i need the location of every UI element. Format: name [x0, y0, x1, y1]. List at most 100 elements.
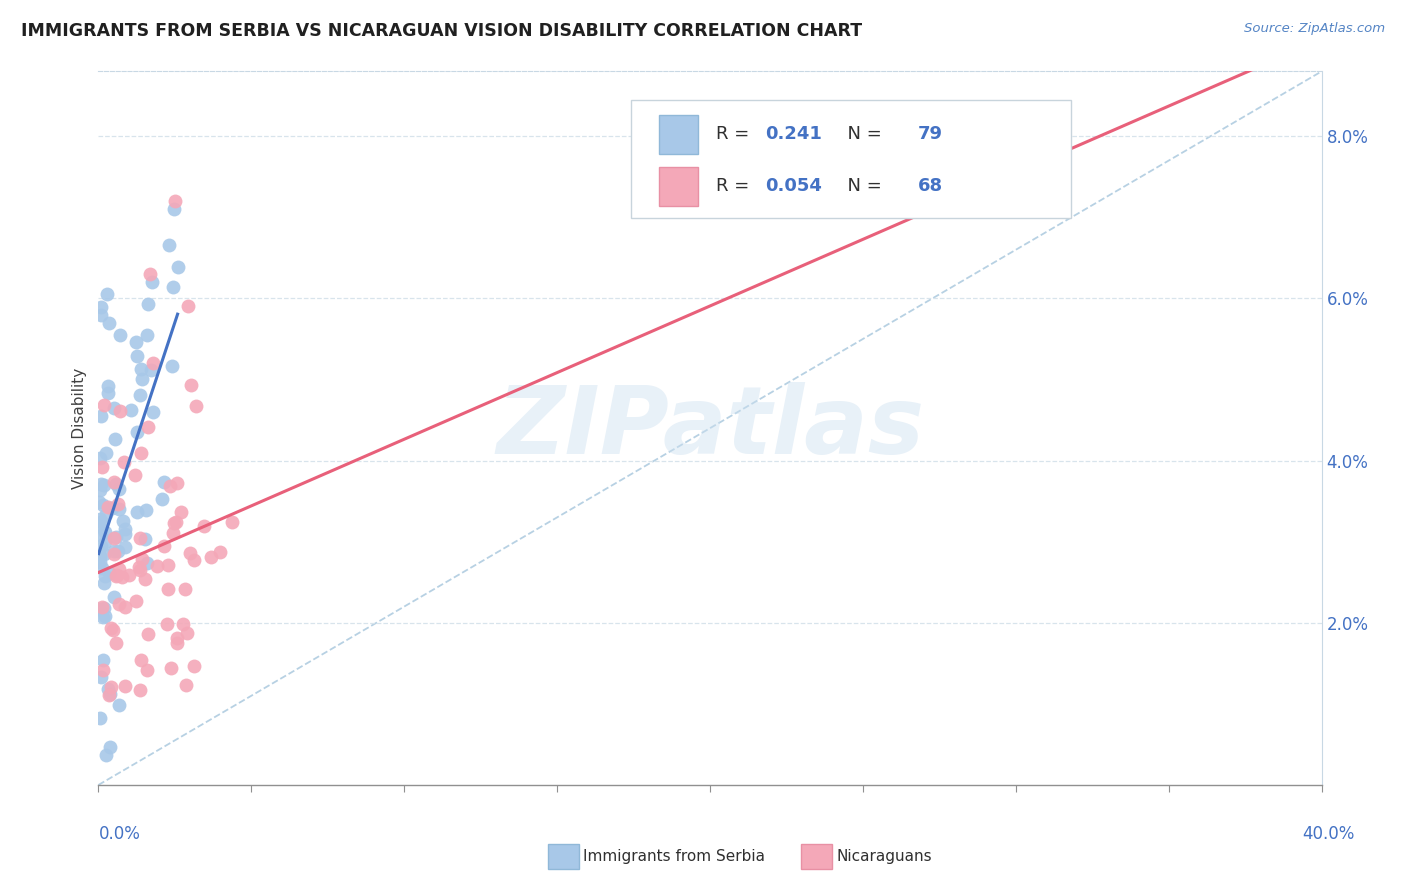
- Point: [127, 505, 149, 519]
- Point: [105, 530, 128, 544]
- Text: N =: N =: [837, 126, 887, 144]
- Text: 0.241: 0.241: [765, 126, 823, 144]
- Text: 0.054: 0.054: [765, 178, 823, 195]
- Point: [165, 515, 187, 529]
- Point: [108, 562, 131, 576]
- Point: [103, 547, 125, 561]
- Point: [170, 505, 193, 519]
- Text: Immigrants from Serbia: Immigrants from Serbia: [583, 849, 765, 863]
- Point: [94, 609, 117, 624]
- Point: [124, 334, 146, 349]
- Point: [221, 515, 243, 529]
- Point: [129, 446, 152, 460]
- Point: [129, 653, 152, 667]
- Point: [141, 363, 163, 377]
- Point: [103, 624, 125, 638]
- Point: [96, 681, 118, 696]
- Point: [134, 572, 156, 586]
- Point: [153, 539, 176, 553]
- Text: R =: R =: [716, 126, 755, 144]
- Point: [177, 300, 200, 314]
- Point: [114, 599, 136, 614]
- Point: [135, 328, 157, 343]
- Point: [89, 711, 111, 725]
- Text: IMMIGRANTS FROM SERBIA VS NICARAGUAN VISION DISABILITY CORRELATION CHART: IMMIGRANTS FROM SERBIA VS NICARAGUAN VIS…: [21, 22, 862, 40]
- Point: [108, 698, 131, 712]
- FancyBboxPatch shape: [630, 100, 1071, 218]
- Point: [104, 432, 127, 446]
- Point: [112, 454, 135, 468]
- Point: [166, 475, 188, 490]
- Point: [186, 399, 208, 413]
- Point: [91, 560, 114, 574]
- Point: [108, 328, 131, 343]
- Point: [128, 563, 150, 577]
- Point: [103, 590, 125, 604]
- Point: [107, 544, 129, 558]
- Point: [94, 747, 117, 762]
- Point: [94, 445, 117, 459]
- Point: [136, 420, 159, 434]
- Point: [117, 567, 139, 582]
- Point: [103, 401, 125, 416]
- Point: [93, 576, 115, 591]
- Point: [114, 527, 136, 541]
- Point: [93, 547, 115, 561]
- Point: [193, 519, 215, 533]
- Point: [94, 569, 117, 583]
- Text: 40.0%: 40.0%: [1302, 825, 1355, 843]
- Point: [142, 405, 165, 419]
- Point: [87, 494, 110, 508]
- Point: [90, 477, 112, 491]
- Point: [114, 522, 136, 536]
- Point: [108, 597, 131, 611]
- Point: [159, 479, 181, 493]
- Bar: [658, 167, 697, 206]
- Point: [129, 682, 152, 697]
- Point: [172, 617, 194, 632]
- Point: [200, 550, 222, 565]
- Point: [97, 316, 120, 330]
- Point: [129, 361, 152, 376]
- Point: [150, 491, 173, 506]
- Point: [90, 300, 112, 314]
- Text: N =: N =: [837, 178, 887, 195]
- Point: [100, 621, 122, 635]
- Point: [98, 740, 121, 755]
- Point: [136, 627, 159, 641]
- Point: [141, 275, 163, 289]
- Point: [93, 610, 115, 624]
- Point: [157, 582, 180, 596]
- Point: [91, 663, 114, 677]
- Point: [111, 515, 134, 529]
- Point: [104, 636, 127, 650]
- Point: [93, 398, 115, 412]
- Point: [180, 378, 202, 392]
- Point: [90, 409, 112, 423]
- Text: 68: 68: [918, 178, 943, 195]
- Point: [100, 681, 122, 695]
- Point: [174, 678, 197, 692]
- Point: [89, 512, 111, 526]
- Point: [93, 534, 115, 549]
- Point: [94, 507, 117, 521]
- Point: [107, 502, 129, 516]
- Point: [111, 570, 134, 584]
- Point: [104, 568, 127, 582]
- Point: [183, 553, 205, 567]
- Point: [107, 497, 129, 511]
- Point: [135, 503, 157, 517]
- Point: [91, 653, 114, 667]
- Point: [124, 468, 146, 483]
- Point: [179, 546, 201, 560]
- Point: [89, 555, 111, 569]
- Point: [146, 559, 169, 574]
- Point: [91, 599, 114, 614]
- Point: [97, 500, 120, 514]
- Point: [176, 626, 198, 640]
- Point: [120, 402, 142, 417]
- Point: [96, 287, 118, 301]
- Text: ZIPatlas: ZIPatlas: [496, 382, 924, 475]
- Point: [142, 356, 165, 370]
- Point: [93, 525, 115, 540]
